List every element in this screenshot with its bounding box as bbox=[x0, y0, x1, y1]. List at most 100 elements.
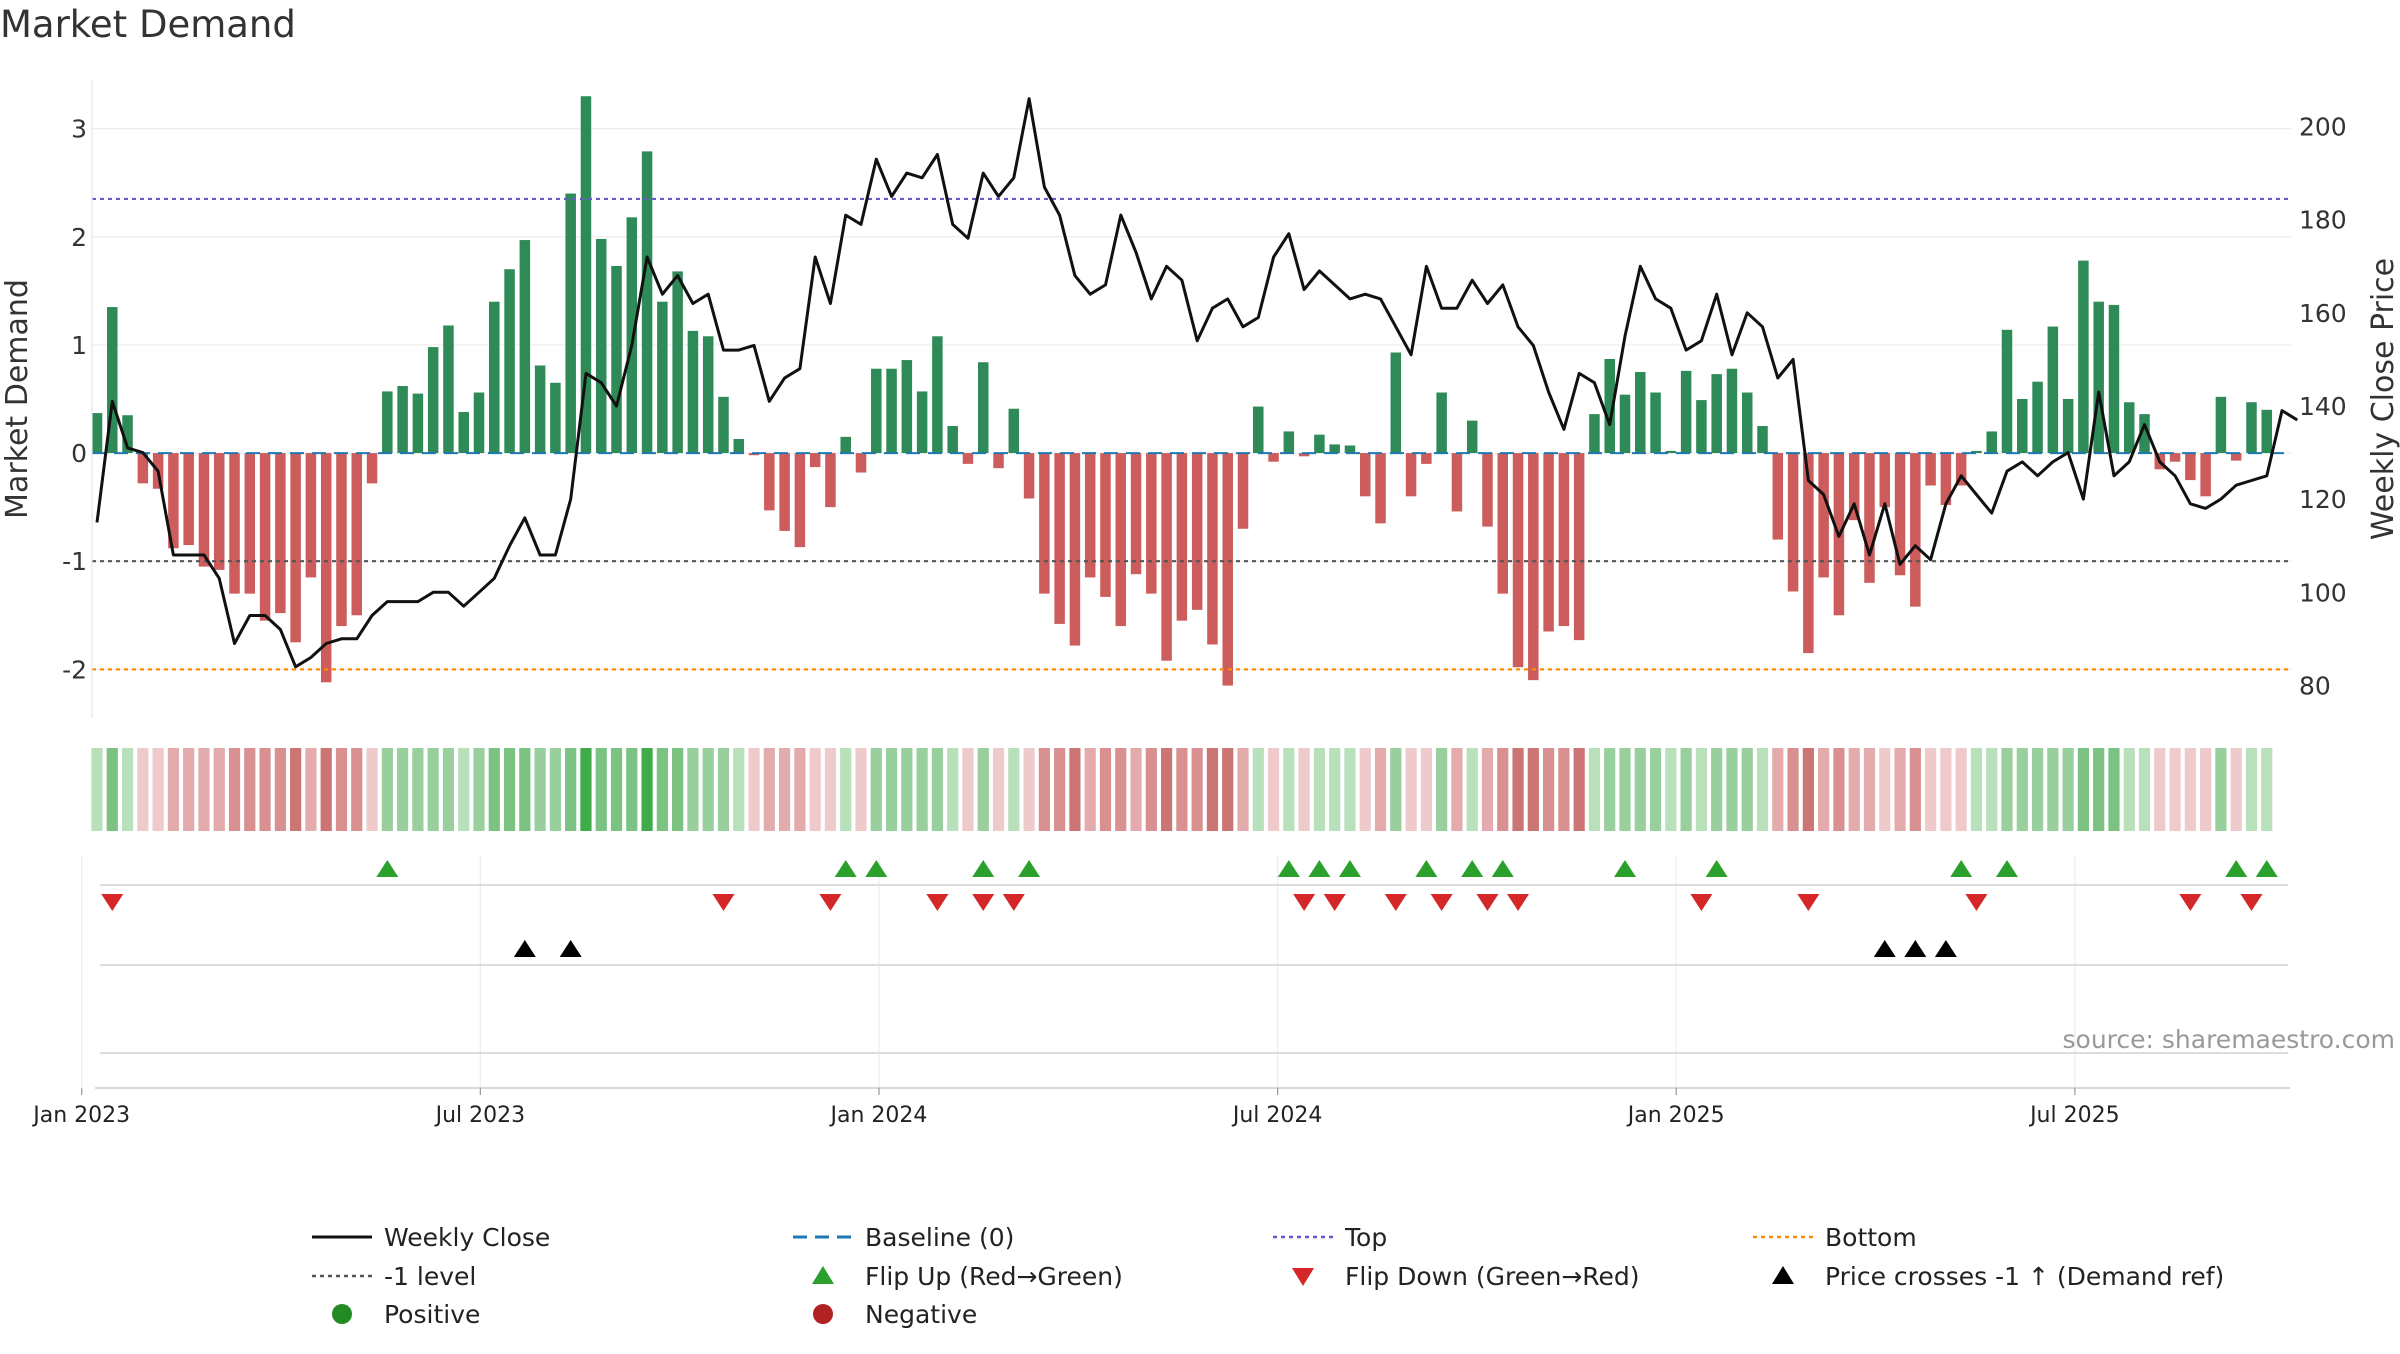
flip-up-marker bbox=[1491, 860, 1514, 877]
price-cross-marker bbox=[1904, 940, 1927, 957]
demand-bar bbox=[1848, 453, 1860, 521]
demand-bar bbox=[886, 368, 897, 454]
demand-bar bbox=[550, 382, 561, 454]
flip-down-marker bbox=[1797, 894, 1820, 911]
demand-bar bbox=[336, 453, 347, 627]
demand-bar bbox=[1680, 370, 1692, 454]
heat-cell bbox=[366, 748, 378, 831]
demand-bar bbox=[91, 413, 103, 454]
demand-bar bbox=[1039, 453, 1050, 594]
legend-label: Price crosses -1 ↑ (Demand ref) bbox=[1825, 1262, 2224, 1291]
x-tick-label: Jul 2023 bbox=[434, 1103, 526, 1128]
y-tick-label-right: 120 bbox=[2299, 485, 2347, 514]
legend-item: Bottom bbox=[1753, 1223, 1917, 1252]
legend-item: Top bbox=[1273, 1223, 1387, 1252]
heat-cell bbox=[534, 748, 546, 831]
flip-up-marker bbox=[1308, 860, 1331, 877]
legend-up-marker bbox=[812, 1266, 834, 1284]
heat-cell bbox=[381, 748, 393, 831]
heat-cell bbox=[733, 748, 745, 831]
heat-cell bbox=[351, 748, 363, 831]
heat-cell bbox=[2154, 748, 2166, 831]
demand-bar bbox=[1894, 453, 1906, 576]
heat-cell bbox=[1649, 748, 1662, 831]
demand-bar bbox=[1329, 444, 1340, 454]
heat-cell bbox=[1237, 748, 1249, 831]
demand-bar bbox=[840, 436, 851, 454]
heat-cell bbox=[2077, 748, 2089, 831]
demand-bar bbox=[794, 453, 806, 548]
demand-bar bbox=[244, 453, 256, 594]
heat-cell bbox=[1267, 748, 1280, 831]
legend-label: Bottom bbox=[1825, 1223, 1917, 1252]
flip-up-marker bbox=[865, 860, 888, 877]
source-label: source: sharemaestro.com bbox=[2063, 1025, 2396, 1054]
heat-cell bbox=[397, 748, 409, 831]
heat-cell bbox=[1359, 748, 1371, 831]
demand-bar bbox=[1528, 453, 1539, 681]
heat-cell bbox=[1099, 748, 1112, 831]
demand-bar bbox=[397, 386, 408, 454]
demand-bar bbox=[1665, 450, 1677, 454]
heat-cell bbox=[870, 748, 882, 831]
demand-bar bbox=[1405, 453, 1417, 497]
demand-bar bbox=[1115, 453, 1127, 627]
demand-bar bbox=[2047, 326, 2059, 454]
demand-bar bbox=[382, 391, 393, 454]
heat-cell bbox=[1711, 748, 1723, 831]
heat-cell bbox=[916, 748, 928, 831]
heat-cell bbox=[1084, 748, 1096, 831]
heat-cell bbox=[901, 748, 913, 831]
demand-bar bbox=[580, 96, 592, 454]
demand-bar bbox=[1222, 453, 1233, 686]
heat-cell bbox=[1481, 748, 1494, 831]
demand-bar bbox=[718, 396, 729, 454]
heat-cell bbox=[2215, 748, 2227, 831]
heat-cell bbox=[274, 748, 286, 831]
heat-cell bbox=[1863, 748, 1876, 831]
demand-bar bbox=[641, 151, 653, 454]
y-tick-label-left: -2 bbox=[62, 655, 87, 684]
demand-bar bbox=[183, 453, 194, 545]
heat-cell bbox=[931, 748, 943, 831]
demand-bar bbox=[764, 453, 775, 511]
y-tick-label-left: 2 bbox=[71, 223, 87, 252]
heat-cell bbox=[1909, 748, 1921, 831]
heat-cell bbox=[595, 748, 607, 831]
demand-bar bbox=[1864, 453, 1875, 583]
heat-cell bbox=[1848, 748, 1860, 831]
demand-bar bbox=[1650, 392, 1661, 454]
demand-bar bbox=[1818, 453, 1829, 578]
heat-cell bbox=[565, 748, 577, 831]
demand-bar bbox=[871, 368, 882, 454]
heat-cell bbox=[763, 748, 775, 831]
heat-cell bbox=[992, 748, 1005, 831]
demand-bar bbox=[702, 336, 714, 454]
heat-cell bbox=[809, 748, 821, 831]
event-panel bbox=[81, 855, 2288, 1088]
y-tick-label-left: 1 bbox=[71, 331, 87, 360]
demand-bar bbox=[1787, 453, 1799, 592]
y-tick-label-right: 160 bbox=[2299, 299, 2347, 328]
heat-cell bbox=[2031, 748, 2044, 831]
demand-bar bbox=[1543, 453, 1554, 632]
heat-cell bbox=[702, 748, 714, 831]
heat-cell bbox=[656, 748, 668, 831]
heat-cell bbox=[198, 748, 210, 831]
demand-heat-strip bbox=[91, 748, 2273, 831]
heat-cell bbox=[1161, 748, 1173, 831]
legend-up-marker bbox=[1772, 1266, 1794, 1284]
heat-cell bbox=[1512, 748, 1524, 831]
demand-bar bbox=[901, 360, 913, 454]
demand-bar bbox=[1069, 453, 1081, 646]
demand-bar bbox=[2139, 414, 2150, 454]
heat-cell bbox=[1940, 748, 1952, 831]
demand-bar bbox=[1207, 453, 1218, 645]
legend-circle-marker bbox=[332, 1304, 352, 1324]
legend-item: Price crosses -1 ↑ (Demand ref) bbox=[1772, 1262, 2224, 1291]
flip-down-marker bbox=[1293, 894, 1316, 911]
heat-cell bbox=[1054, 748, 1066, 831]
y-tick-label-right: 140 bbox=[2299, 392, 2347, 421]
heat-cell bbox=[1833, 748, 1845, 831]
heat-cell bbox=[1558, 748, 1570, 831]
